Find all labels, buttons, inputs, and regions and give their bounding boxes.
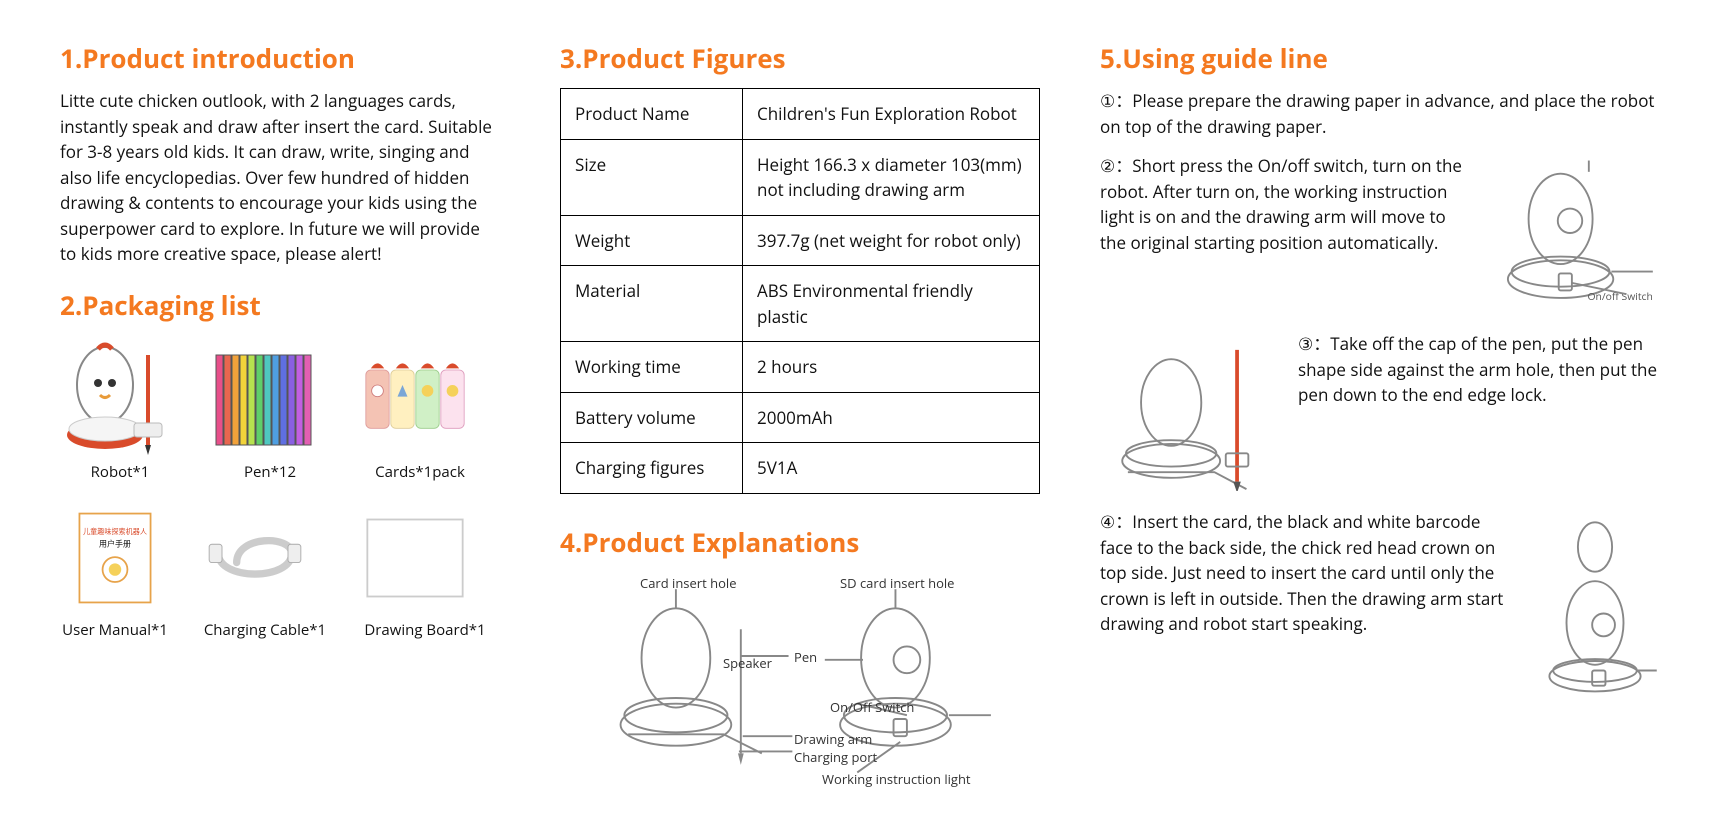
step-2: ②：Short press the On/off switch, turn on… [1100, 153, 1462, 255]
pens-icon [210, 335, 320, 455]
spec-value: 2 hours [743, 342, 1040, 393]
table-row: Weight397.7g (net weight for robot only) [561, 215, 1040, 266]
step-3: ③：Take off the cap of the pen, put the p… [1298, 331, 1660, 408]
label-pen: Pen [794, 648, 817, 666]
manual-icon: 儿童趣味探索机器人 用户手册 [60, 503, 170, 613]
packaging-grid: Robot*1 [60, 335, 500, 642]
spec-value: Height 166.3 x diameter 103(mm) not incl… [743, 139, 1040, 215]
pack-caption: User Manual*1 [60, 619, 170, 642]
label-sd-insert: SD card insert hole [840, 574, 954, 592]
spec-key: Size [561, 139, 743, 215]
column-1: 1.Product introduction Litte cute chicke… [60, 40, 500, 776]
pack-caption: Drawing Board*1 [360, 619, 490, 642]
step-2-row: ②：Short press the On/off switch, turn on… [1100, 153, 1660, 313]
label-arm: Drawing arm [794, 730, 872, 748]
step-4-row: ④：Insert the card, the black and white b… [1100, 509, 1660, 699]
spec-key: Material [561, 266, 743, 342]
pack-item-robot: Robot*1 [60, 335, 180, 484]
step-4: ④：Insert the card, the black and white b… [1100, 509, 1512, 637]
table-row: SizeHeight 166.3 x diameter 103(mm) not … [561, 139, 1040, 215]
heading-packaging: 2.Packaging list [60, 287, 500, 323]
pack-item-cards: Cards*1pack [360, 335, 480, 484]
section-packaging-list: 2.Packaging list [60, 287, 500, 642]
table-row: Working time2 hours [561, 342, 1040, 393]
introduction-body: Litte cute chicken outlook, with 2 langu… [60, 88, 500, 267]
board-icon [360, 503, 470, 613]
table-row: MaterialABS Environmental friendly plast… [561, 266, 1040, 342]
label-speaker: Speaker [722, 654, 772, 672]
section-product-explanations: 4.Product Explanations [560, 524, 1040, 782]
table-row: Battery volume2000mAh [561, 392, 1040, 443]
label-onoff: On/Off Switch [830, 698, 914, 716]
pack-item-cable: Charging Cable*1 [200, 503, 330, 642]
heading-figures: 3.Product Figures [560, 40, 1040, 76]
cards-icon [360, 335, 470, 455]
step-1: ①：Please prepare the drawing paper in ad… [1100, 88, 1660, 139]
pack-caption: Cards*1pack [360, 461, 480, 484]
label-card-insert: Card insert hole [640, 574, 737, 592]
explanations-diagram: Card insert hole SD card insert hole Pen… [560, 572, 1040, 782]
spec-value: 5V1A [743, 443, 1040, 494]
column-3: 5.Using guide line ①：Please prepare the … [1100, 40, 1660, 776]
pack-item-pens: Pen*12 [210, 335, 330, 484]
spec-value: ABS Environmental friendly plastic [743, 266, 1040, 342]
pack-caption: Pen*12 [210, 461, 330, 484]
section-product-introduction: 1.Product introduction Litte cute chicke… [60, 40, 500, 267]
section-using-guideline: 5.Using guide line ①：Please prepare the … [1100, 40, 1660, 699]
table-row: Charging figures5V1A [561, 443, 1040, 494]
cable-icon [200, 503, 310, 613]
section-product-figures: 3.Product Figures Product NameChildren's… [560, 40, 1040, 494]
heading-explanations: 4.Product Explanations [560, 524, 1040, 560]
spec-key: Product Name [561, 89, 743, 140]
step2-diagram: On/off Switch [1480, 153, 1660, 313]
pack-caption: Robot*1 [60, 461, 180, 484]
heading-guideline: 5.Using guide line [1100, 40, 1660, 76]
step3-diagram [1100, 331, 1280, 491]
robot-icon [60, 335, 170, 455]
spec-value: 397.7g (net weight for robot only) [743, 215, 1040, 266]
pack-caption: Charging Cable*1 [200, 619, 330, 642]
spec-value: 2000mAh [743, 392, 1040, 443]
label-light: Working instruction light [822, 770, 971, 788]
spec-key: Battery volume [561, 392, 743, 443]
spec-value: Children's Fun Exploration Robot [743, 89, 1040, 140]
column-2: 3.Product Figures Product NameChildren's… [560, 40, 1040, 776]
pack-item-manual: 儿童趣味探索机器人 用户手册 User Manual*1 [60, 503, 170, 642]
spec-key: Weight [561, 215, 743, 266]
label-charging: Charging port [794, 748, 877, 766]
manual-text: 儿童趣味探索机器人 [83, 527, 147, 537]
table-row: Product NameChildren's Fun Exploration R… [561, 89, 1040, 140]
spec-key: Charging figures [561, 443, 743, 494]
figures-table: Product NameChildren's Fun Exploration R… [560, 88, 1040, 494]
pack-item-board: Drawing Board*1 [360, 503, 490, 642]
manual-text: 用户手册 [99, 538, 131, 549]
heading-introduction: 1.Product introduction [60, 40, 500, 76]
spec-key: Working time [561, 342, 743, 393]
step4-diagram [1530, 509, 1660, 699]
step-3-row: ③：Take off the cap of the pen, put the p… [1100, 331, 1660, 491]
